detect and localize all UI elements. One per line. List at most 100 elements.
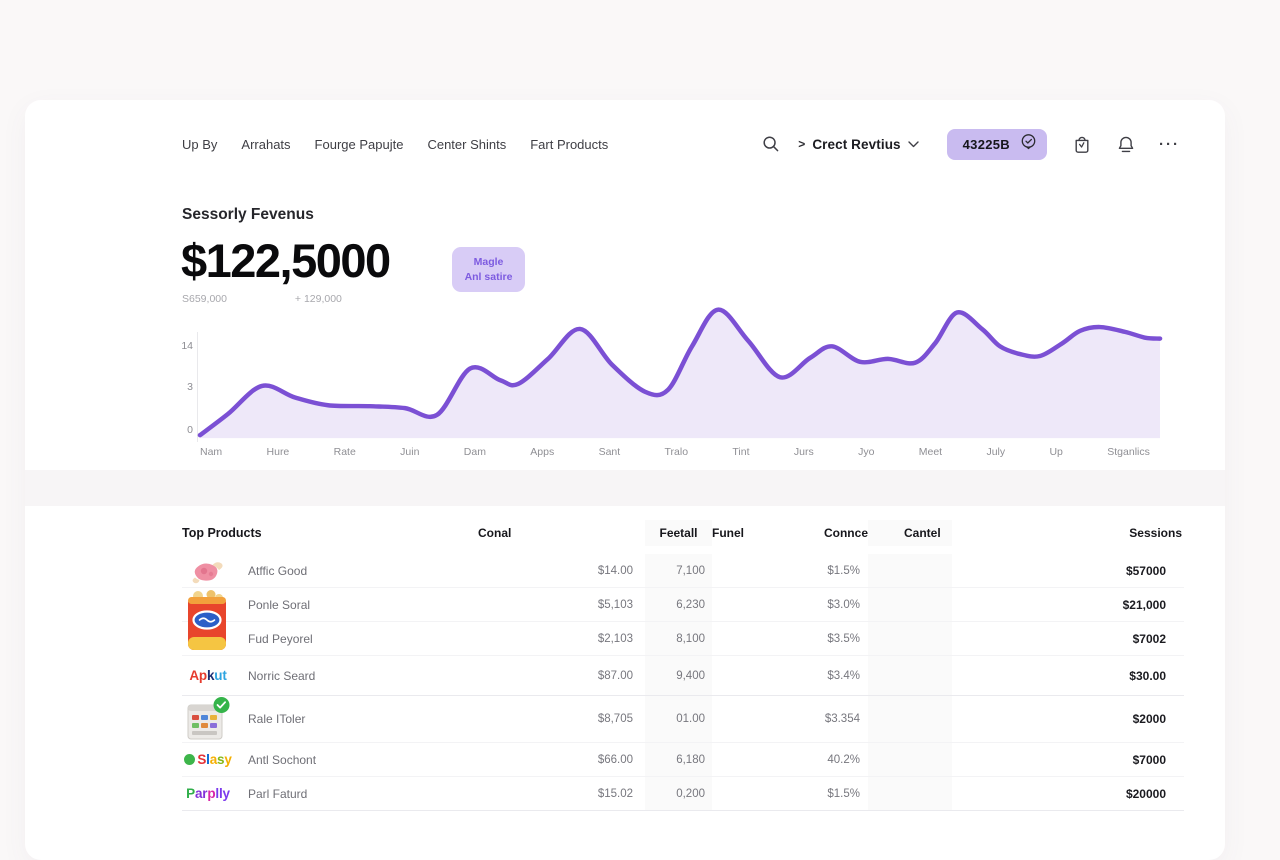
top-bar: Up By Arrahats Fourge Papujte Center Shints…: [182, 128, 1180, 160]
feetall-cell: 6,180: [645, 743, 712, 776]
table-row-5: Rale IToler $8,705 01.00 $3.354 $2000: [182, 696, 1184, 743]
table-body: Atffic Good $14.00 7,100 $1.5% $57000 Ponle S…: [182, 554, 1184, 811]
cantel-cell: [868, 622, 952, 655]
x-axis-labels: Nam Hure Rate Juin Dam Apps Sant Tralo Tint Jurs J…: [200, 446, 1150, 458]
dropdown-label: Crect Revtius: [812, 136, 901, 152]
column-header-conal: Conal: [478, 526, 512, 540]
sessions-cell: $30.00: [1129, 668, 1166, 683]
nav-item-0[interactable]: Up By: [182, 136, 218, 152]
chart-line: [197, 307, 1163, 438]
feetall-cell: 9,400: [645, 656, 712, 695]
dashboard-card: Up By Arrahats Fourge Papujte Center Shints…: [25, 100, 1225, 860]
connce-cell: $3.5%: [827, 632, 860, 645]
x-tick-12: July: [986, 446, 1006, 458]
bell-icon[interactable]: [1117, 135, 1135, 154]
x-tick-5: Apps: [530, 446, 555, 458]
column-header-sessions: Sessions: [1129, 526, 1182, 540]
cantel-cell: [868, 777, 952, 810]
x-tick-8: Tint: [732, 446, 750, 458]
product-cell: Ponle Soral: [182, 588, 460, 650]
sessions-cell: $7002: [1132, 631, 1166, 646]
funel-cell: [712, 743, 790, 776]
conal-cell: $5,103: [597, 598, 633, 611]
y-axis-line: [197, 332, 198, 442]
connce-cell: $1.5%: [827, 564, 860, 577]
table-row-1: Atffic Good $14.00 7,100 $1.5% $57000: [182, 554, 1184, 588]
chip-line2: Anl satire: [464, 270, 513, 283]
more-icon[interactable]: ···: [1159, 135, 1180, 153]
chevron-down-icon: [907, 135, 919, 153]
section-divider-band: [25, 470, 1225, 506]
product-name: Fud Peyorel: [248, 631, 313, 646]
topbar-actions: > Crect Revtius 43225B ···: [762, 128, 1180, 160]
table-row-2: Ponle Soral $5,103 6,230 $3.0% $21,000: [182, 588, 1184, 650]
x-tick-9: Jurs: [793, 446, 814, 458]
connce-cell: $1.5%: [827, 787, 860, 800]
x-tick-14: Stganlics: [1107, 446, 1150, 458]
funel-cell: [712, 656, 790, 695]
cantel-cell: [868, 696, 952, 742]
candy-icon: [182, 556, 234, 586]
table-header-row: Top Products Conal Feetall Funel Connce …: [182, 520, 1184, 546]
product-name: Atffic Good: [248, 563, 308, 578]
x-tick-7: Tralo: [664, 446, 689, 458]
search-icon[interactable]: [762, 135, 780, 153]
y-tick-14: 14: [181, 340, 193, 352]
y-tick-3: 3: [187, 381, 193, 393]
id-badge-button[interactable]: 43225B: [946, 128, 1047, 160]
sessions-cell: $20000: [1125, 786, 1166, 801]
bag-icon[interactable]: [1073, 135, 1091, 154]
revenue-chip: Magle Anl satire: [452, 247, 525, 292]
connce-cell: $3.354: [824, 713, 860, 725]
x-tick-13: Up: [1049, 446, 1063, 458]
cantel-cell: [868, 743, 952, 776]
product-cell: Apkut Norric Seard: [182, 656, 460, 695]
funel-cell: [712, 554, 790, 587]
id-badge-value: 43225B: [962, 136, 1010, 152]
revenue-chart-svg: [197, 307, 1163, 439]
nav-item-3[interactable]: Center Shints: [427, 136, 507, 152]
dropdown-prefix: >: [798, 137, 806, 151]
feetall-cell: 7,100: [645, 554, 712, 587]
product-cell: Slasy Antl Sochont: [182, 743, 460, 776]
x-tick-10: Jyo: [858, 446, 875, 458]
x-tick-4: Dam: [463, 446, 486, 458]
nav-item-4[interactable]: Fart Products: [530, 136, 609, 152]
product-cell: Parplly Parl Faturd: [182, 777, 460, 810]
conal-cell: $87.00: [597, 669, 633, 682]
product-name: Parl Faturd: [248, 786, 308, 801]
x-tick-6: Sant: [598, 446, 621, 458]
nav-item-1[interactable]: Arrahats: [241, 136, 291, 152]
revenue-chart: 0 3 14 Nam Hure Rate Juin Dam Apps Sant Tralo Tint…: [175, 290, 1215, 470]
cantel-cell: [868, 554, 952, 587]
revenue-sub-left: S659,000: [182, 293, 227, 305]
table-row-6: Slasy Antl Sochont $66.00 6,180 40.2% $7000: [182, 743, 1184, 777]
x-tick-0: Nam: [200, 446, 223, 458]
revenue-sub-right: + 129,000: [294, 293, 342, 305]
seal-icon: [1020, 133, 1037, 155]
x-tick-2: Rate: [333, 446, 356, 458]
funel-cell: [712, 622, 790, 655]
product-name: Rale IToler: [248, 712, 306, 726]
column-header-cantel: Cantel: [868, 520, 952, 546]
slasy-logo: Slasy: [182, 752, 234, 767]
store-icon: [182, 696, 234, 742]
column-header-funel: Funel: [712, 526, 744, 540]
column-header-feetall: Feetall: [645, 520, 712, 546]
conal-cell: $14.00: [597, 564, 633, 577]
feetall-cell: 6,230: [645, 588, 712, 621]
funel-cell: [712, 588, 790, 621]
connce-cell: $3.4%: [827, 669, 860, 682]
conal-cell: $2,103: [597, 632, 633, 645]
table-row-3: Fud Peyorel $2,103 8,100 $3.5% $7002: [182, 622, 1184, 656]
nav-item-2[interactable]: Fourge Papujte: [314, 136, 404, 152]
revenue-dropdown[interactable]: > Crect Revtius: [798, 135, 919, 153]
product-name: Norric Seard: [248, 668, 316, 683]
column-header-connce: Connce: [823, 526, 868, 540]
cantel-cell: [868, 656, 952, 695]
sessions-cell: $2000: [1132, 712, 1166, 726]
product-cell: Fud Peyorel: [182, 622, 460, 655]
conal-cell: $66.00: [597, 753, 633, 766]
funel-cell: [712, 777, 790, 810]
feetall-cell: 0,200: [645, 777, 712, 810]
